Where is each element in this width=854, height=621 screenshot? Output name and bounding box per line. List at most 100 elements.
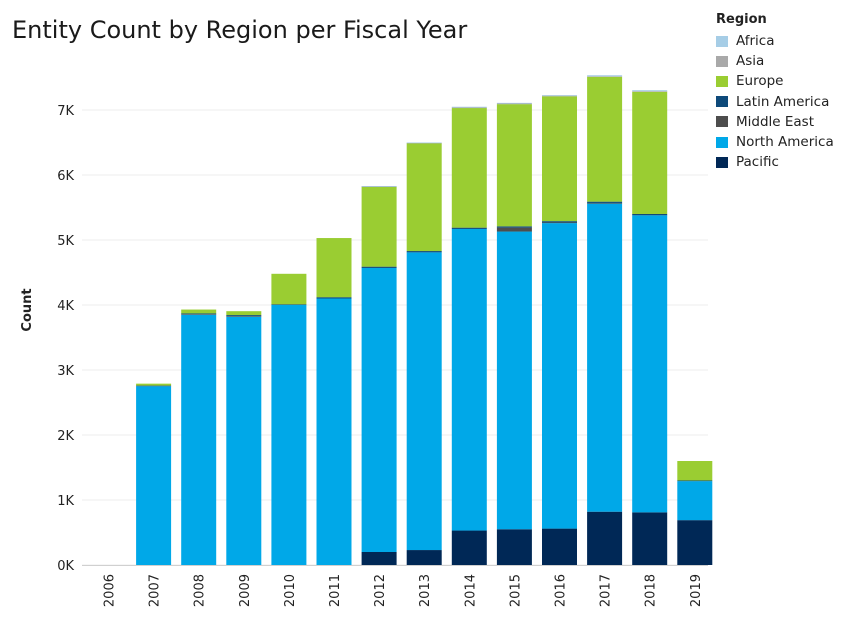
bar-segment-pacific-2017[interactable] xyxy=(587,511,623,565)
legend-swatch xyxy=(716,96,728,108)
bar-segment-europe-2018[interactable] xyxy=(632,91,668,214)
x-tick-label: 2012 xyxy=(373,574,388,607)
bar-segment-asia-2018[interactable] xyxy=(632,91,668,92)
bar-segment-africa-2012[interactable] xyxy=(361,186,397,187)
x-tick-label: 2013 xyxy=(418,574,433,607)
legend-label: Asia xyxy=(736,53,765,70)
bar-segment-asia-2012[interactable] xyxy=(361,186,397,187)
bar-segment-europe-2017[interactable] xyxy=(587,76,623,202)
y-tick-label: 2K xyxy=(57,429,74,444)
y-tick-label: 5K xyxy=(57,234,74,249)
bar-segment-africa-2013[interactable] xyxy=(406,142,442,144)
bar-segment-pacific-2018[interactable] xyxy=(632,512,668,565)
legend-label: Pacific xyxy=(736,154,779,171)
bar-segment-europe-2014[interactable] xyxy=(451,108,487,228)
bar-segment-europe-2007[interactable] xyxy=(136,383,172,386)
bar-segment-north-america-2008[interactable] xyxy=(181,314,217,565)
bar-segment-asia-2013[interactable] xyxy=(406,142,442,144)
bar-segment-africa-2017[interactable] xyxy=(587,75,623,77)
bar-segment-middle-east-2017[interactable] xyxy=(587,202,623,204)
bar-segment-europe-2012[interactable] xyxy=(361,186,397,267)
bar-segment-pacific-2016[interactable] xyxy=(542,528,577,565)
bar-segment-pacific-2019[interactable] xyxy=(677,520,713,565)
x-tick-label: 2019 xyxy=(689,574,704,607)
x-tick-label: 2011 xyxy=(328,574,343,607)
x-tick-label: 2007 xyxy=(148,574,163,607)
legend-title: Region xyxy=(716,12,767,27)
x-tick-label: 2018 xyxy=(644,574,659,607)
x-tick-label: 2014 xyxy=(463,574,478,607)
bar-segment-pacific-2012[interactable] xyxy=(361,552,397,565)
x-tick-label: 2006 xyxy=(103,574,118,607)
bar-segment-europe-2016[interactable] xyxy=(542,96,577,222)
bar-segment-latin-america-2008[interactable] xyxy=(181,313,217,315)
x-tick-label: 2009 xyxy=(238,574,253,607)
legend-item-middle-east[interactable]: Middle East xyxy=(716,112,850,132)
y-tick-label: 1K xyxy=(57,494,74,509)
bar-segment-latin-america-2013[interactable] xyxy=(406,251,442,253)
bar-segment-latin-america-2012[interactable] xyxy=(361,266,397,268)
y-axis-ticks: 0K 1K 2K 3K 4K 5K 6K 7K xyxy=(57,104,74,574)
bar-segment-north-america-2017[interactable] xyxy=(587,203,623,512)
bar-segment-latin-america-2016[interactable] xyxy=(542,221,577,223)
bar-segment-latin-america-2015[interactable] xyxy=(496,226,532,228)
bar-segment-middle-east-2009[interactable] xyxy=(226,316,262,317)
bar-segment-europe-2010[interactable] xyxy=(271,273,307,305)
x-tick-label: 2008 xyxy=(193,574,208,607)
bar-segment-africa-2016[interactable] xyxy=(542,95,577,96)
bar-segment-europe-2013[interactable] xyxy=(406,143,442,252)
bar-segment-asia-2014[interactable] xyxy=(451,107,487,109)
bar-segment-pacific-2015[interactable] xyxy=(496,529,532,565)
bar-segment-latin-america-2019[interactable] xyxy=(677,480,713,482)
bar-segment-north-america-2016[interactable] xyxy=(542,223,577,529)
bars xyxy=(136,75,713,566)
y-axis-label: Count xyxy=(20,288,35,331)
bar-segment-north-america-2019[interactable] xyxy=(677,481,713,521)
bar-segment-pacific-2014[interactable] xyxy=(451,530,487,565)
bar-segment-north-america-2012[interactable] xyxy=(361,267,397,552)
legend-items: Africa Asia Europe Latin America Middle East… xyxy=(716,31,850,172)
bar-segment-latin-america-2011[interactable] xyxy=(316,297,352,299)
legend-item-europe[interactable]: Europe xyxy=(716,71,850,91)
bar-segment-africa-2018[interactable] xyxy=(632,90,668,92)
bar-segment-latin-america-2010[interactable] xyxy=(271,304,307,305)
bar-segment-north-america-2018[interactable] xyxy=(632,215,668,513)
bar-segment-europe-2011[interactable] xyxy=(316,238,352,298)
legend-swatch xyxy=(716,75,728,87)
chart-title: Entity Count by Region per Fiscal Year xyxy=(12,16,468,44)
bar-segment-asia-2017[interactable] xyxy=(587,76,623,77)
legend-item-latin-america[interactable]: Latin America xyxy=(716,92,850,112)
bar-segment-north-america-2014[interactable] xyxy=(451,228,487,531)
bar-segment-europe-2019[interactable] xyxy=(677,461,713,481)
bar-segment-africa-2015[interactable] xyxy=(496,102,532,104)
bar-segment-middle-east-2016[interactable] xyxy=(542,222,577,224)
y-tick-label: 0K xyxy=(57,559,74,574)
bar-segment-latin-america-2009[interactable] xyxy=(226,315,262,317)
legend-item-asia[interactable]: Asia xyxy=(716,51,850,71)
bar-segment-asia-2016[interactable] xyxy=(542,95,577,97)
legend-item-africa[interactable]: Africa xyxy=(716,31,850,51)
bar-segment-north-america-2009[interactable] xyxy=(226,316,262,565)
bar-segment-latin-america-2017[interactable] xyxy=(587,201,623,203)
bar-segment-middle-east-2008[interactable] xyxy=(181,314,217,315)
bar-segment-africa-2014[interactable] xyxy=(451,106,487,108)
bar-segment-north-america-2013[interactable] xyxy=(406,252,442,551)
bar-segment-europe-2008[interactable] xyxy=(181,309,217,314)
y-tick-label: 6K xyxy=(57,169,74,184)
bar-segment-europe-2015[interactable] xyxy=(496,104,532,227)
legend-item-north-america[interactable]: North America xyxy=(716,132,850,152)
bar-segment-latin-america-2018[interactable] xyxy=(632,214,668,216)
bar-segment-north-america-2011[interactable] xyxy=(316,298,352,566)
y-tick-label: 3K xyxy=(57,364,74,379)
bar-segment-europe-2009[interactable] xyxy=(226,311,262,316)
bar-segment-latin-america-2007[interactable] xyxy=(136,385,172,387)
bar-segment-north-america-2007[interactable] xyxy=(136,386,172,565)
bar-segment-pacific-2013[interactable] xyxy=(406,550,442,565)
bar-segment-latin-america-2014[interactable] xyxy=(451,227,487,229)
bar-segment-middle-east-2015[interactable] xyxy=(496,227,532,232)
bar-segment-north-america-2010[interactable] xyxy=(271,305,307,565)
bar-segment-north-america-2015[interactable] xyxy=(496,231,532,530)
legend-item-pacific[interactable]: Pacific xyxy=(716,152,850,172)
bar-segment-asia-2015[interactable] xyxy=(496,103,532,105)
